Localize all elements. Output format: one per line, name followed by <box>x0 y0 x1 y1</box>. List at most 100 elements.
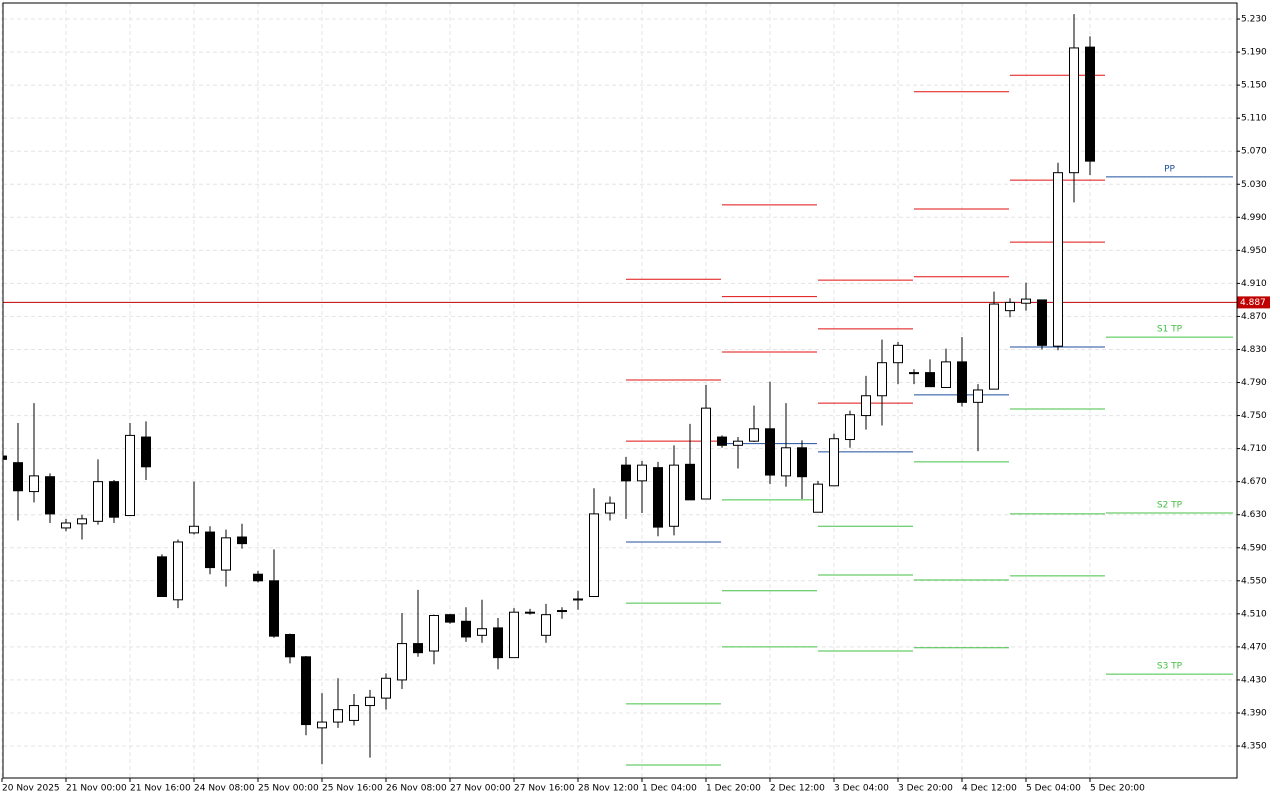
y-tick-label: 4.430 <box>1241 675 1267 685</box>
x-tick-label: 27 Nov 00:00 <box>450 784 511 794</box>
support-label: S3 TP <box>1157 662 1183 672</box>
candle-body <box>813 483 823 513</box>
y-tick-label: 4.470 <box>1241 642 1267 652</box>
candle-body <box>125 434 135 517</box>
candle-body <box>1053 172 1063 347</box>
candle-body <box>845 414 855 441</box>
candle-body <box>797 447 807 478</box>
x-tick-label: 3 Dec 20:00 <box>898 784 953 794</box>
candle-body <box>765 428 775 476</box>
candle-body <box>605 502 615 514</box>
y-tick-label: 4.670 <box>1241 477 1267 487</box>
candle-body <box>1037 299 1047 346</box>
y-tick-label: 5.150 <box>1241 81 1267 91</box>
candle-body <box>221 537 231 571</box>
candle-body <box>477 628 487 636</box>
candle-body <box>397 643 407 681</box>
candle-body <box>685 463 695 501</box>
candle-body <box>989 303 999 390</box>
candle-body <box>1069 47 1079 174</box>
candle-body <box>445 614 455 623</box>
y-tick-label: 5.190 <box>1241 48 1267 58</box>
candle-body <box>957 361 967 403</box>
candle-body <box>157 556 167 597</box>
candle-body <box>93 481 103 522</box>
candle-body <box>269 580 279 637</box>
candle-body <box>589 513 599 597</box>
x-tick-label: 1 Dec 04:00 <box>642 784 697 794</box>
x-tick-label: 25 Nov 00:00 <box>258 784 319 794</box>
candle-body <box>509 611 519 659</box>
y-tick-label: 4.350 <box>1241 742 1267 752</box>
candle-body <box>29 475 39 493</box>
candle-body <box>829 438 839 487</box>
candle-body <box>13 462 23 492</box>
x-tick-label: 5 Dec 20:00 <box>1090 784 1145 794</box>
y-tick-label: 4.990 <box>1241 213 1267 223</box>
candle-body <box>973 389 983 403</box>
support-label: S2 TP <box>1157 501 1183 511</box>
candle-body <box>653 467 663 528</box>
candle-body <box>429 614 439 652</box>
x-tick-label: 25 Nov 16:00 <box>322 784 383 794</box>
y-tick-label: 5.230 <box>1241 15 1267 25</box>
candle-body <box>669 464 679 527</box>
candle-body <box>77 518 87 525</box>
candle-body <box>525 611 535 614</box>
current-price-tag <box>1237 296 1270 309</box>
y-tick-label: 4.550 <box>1241 576 1267 586</box>
candle-body <box>1005 301 1015 312</box>
candle-body <box>861 395 871 417</box>
candle-body <box>45 476 55 515</box>
candle-body <box>573 598 583 601</box>
candle-body <box>701 407 711 500</box>
y-tick-label: 4.750 <box>1241 411 1267 421</box>
candle-body <box>1021 298 1031 304</box>
candle-body <box>173 541 183 601</box>
candle-body <box>733 440 743 446</box>
candle-body <box>301 656 311 726</box>
candle-body <box>749 428 759 442</box>
x-tick-label: 1 Dec 20:00 <box>706 784 761 794</box>
candle-body <box>189 525 199 534</box>
candle-body <box>1085 46 1095 162</box>
candle-body <box>461 620 471 638</box>
y-tick-label: 4.510 <box>1241 609 1267 619</box>
candle-body <box>205 531 215 569</box>
y-tick-label: 4.710 <box>1241 444 1267 454</box>
candles <box>3 14 1095 765</box>
plot-frame <box>2 2 1238 779</box>
y-tick-label: 4.390 <box>1241 708 1267 718</box>
y-tick-label: 5.070 <box>1241 147 1267 157</box>
y-tick-label: 4.790 <box>1241 378 1267 388</box>
x-tick-label: 27 Nov 16:00 <box>514 784 575 794</box>
candle-body <box>637 464 647 482</box>
candle-body <box>109 481 119 518</box>
candle-body <box>877 362 887 397</box>
x-tick-label: 21 Nov 00:00 <box>66 784 127 794</box>
x-tick-label: 5 Dec 04:00 <box>1026 784 1081 794</box>
candle-body <box>285 633 295 658</box>
candle-body <box>909 372 919 375</box>
y-tick-label: 4.950 <box>1241 246 1267 256</box>
candle-body <box>61 522 71 529</box>
x-tick-label: 26 Nov 08:00 <box>386 784 447 794</box>
candle-body <box>3 455 7 460</box>
pivot-label: PP <box>1164 164 1175 174</box>
x-tick-label: 20 Nov 2025 <box>2 784 60 794</box>
current-price-label: 4.887 <box>1240 298 1266 308</box>
candle-body <box>141 436 151 468</box>
y-tick-label: 4.870 <box>1241 312 1267 322</box>
candle-body <box>893 344 903 364</box>
candle-body <box>413 643 423 654</box>
y-tick-label: 4.910 <box>1241 279 1267 289</box>
candle-body <box>717 436 727 446</box>
y-tick-label: 5.110 <box>1241 114 1267 124</box>
x-tick-label: 2 Dec 12:00 <box>770 784 825 794</box>
y-tick-label: 4.830 <box>1241 345 1267 355</box>
candle-body <box>237 536 247 545</box>
candle-body <box>253 573 263 582</box>
y-tick-label: 4.590 <box>1241 543 1267 553</box>
